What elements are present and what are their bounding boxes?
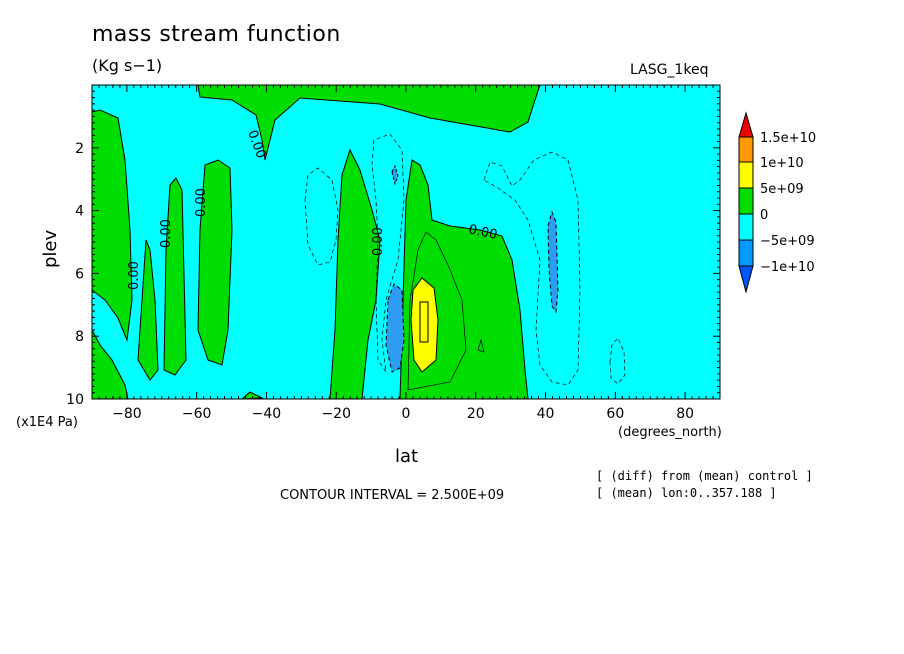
colorbar-label: 0 [760,208,768,223]
positive-region-55s [197,159,233,366]
colorbar-swatch [738,161,754,189]
y-tick-label: 8 [75,329,84,345]
strong-positive-core [410,277,439,373]
colorbar-cap-top [738,111,754,138]
y-tick-label: 6 [75,266,84,282]
x-tick-label: 40 [537,406,555,422]
y-tick-label: 4 [75,204,84,220]
chart-units: (Kg s−1) [92,56,163,75]
x-tick-label: −60 [182,406,212,422]
negative-core-3n [391,164,399,186]
contour-label: 0.00 [371,227,386,256]
x-tick-label: 0 [402,406,411,422]
negative-core-5s [385,283,405,373]
colorbar-swatch [738,136,754,163]
colorbar-swatch [738,213,754,241]
y-tick-label: 2 [75,141,84,157]
contour-line-negative-5s [371,133,405,373]
colorbar-label: 1e+10 [760,156,804,171]
y-tick-label: 10 [66,392,84,408]
y-axis-label: plev [40,229,61,268]
mean-note: [ (mean) lon:0..357.188 ] [596,486,777,500]
colorbar-swatch [738,239,754,267]
contour-label: 0.00 [194,188,209,217]
positive-region-sh-bottom [92,329,129,399]
positive-region-15s [329,148,381,399]
colorbar-label: −1e+10 [760,260,815,275]
x-tick-label: 80 [676,406,694,422]
x-tick-label: −40 [252,406,282,422]
x-axis: −80 −60 −40 −20 0 20 40 60 80 [91,85,721,422]
contour-label: 0.00 [467,222,498,243]
colorbar-cap-bottom [738,265,754,294]
colorbar: 1.5e+10 1e+10 5e+09 0 −5e+09 −1e+10 [738,111,816,294]
positive-region-top [197,85,541,161]
x-tick-label: −80 [112,406,142,422]
contour-line-negative-25s [304,167,339,266]
x-tick-label: −20 [321,406,351,422]
x-tick-label: 20 [467,406,485,422]
diff-note: [ (diff) from (mean) control ] [596,469,813,483]
positive-region-65s [163,177,187,376]
x-tick-label: 60 [606,406,624,422]
positive-region-80s [92,109,133,342]
contour-line-small-20n [477,338,485,353]
colorbar-label: 5e+09 [760,182,804,197]
contour-label: 0.00 [127,261,142,290]
colorbar-label: 1.5e+10 [760,131,816,146]
chart-title: mass stream function [92,22,341,47]
positive-region-70s [137,239,159,381]
negative-core-42n [547,210,559,314]
experiment-name: LASG_1keq [630,62,709,78]
y-axis: 2 4 6 8 10 [66,84,720,408]
contour-interval: CONTOUR INTERVAL = 2.500E+09 [280,488,505,503]
x-axis-unit: (degrees_north) [618,425,722,440]
y-axis-unit: (x1E4 Pa) [16,415,78,430]
contour-line-positive [407,231,467,391]
contour-line-negative-40n [483,151,581,386]
x-axis-label: lat [395,446,419,467]
colorbar-swatch [738,187,754,215]
inner-contour [419,301,429,343]
colorbar-label: −5e+09 [760,234,815,249]
contour-label: 0.00 [159,219,174,248]
